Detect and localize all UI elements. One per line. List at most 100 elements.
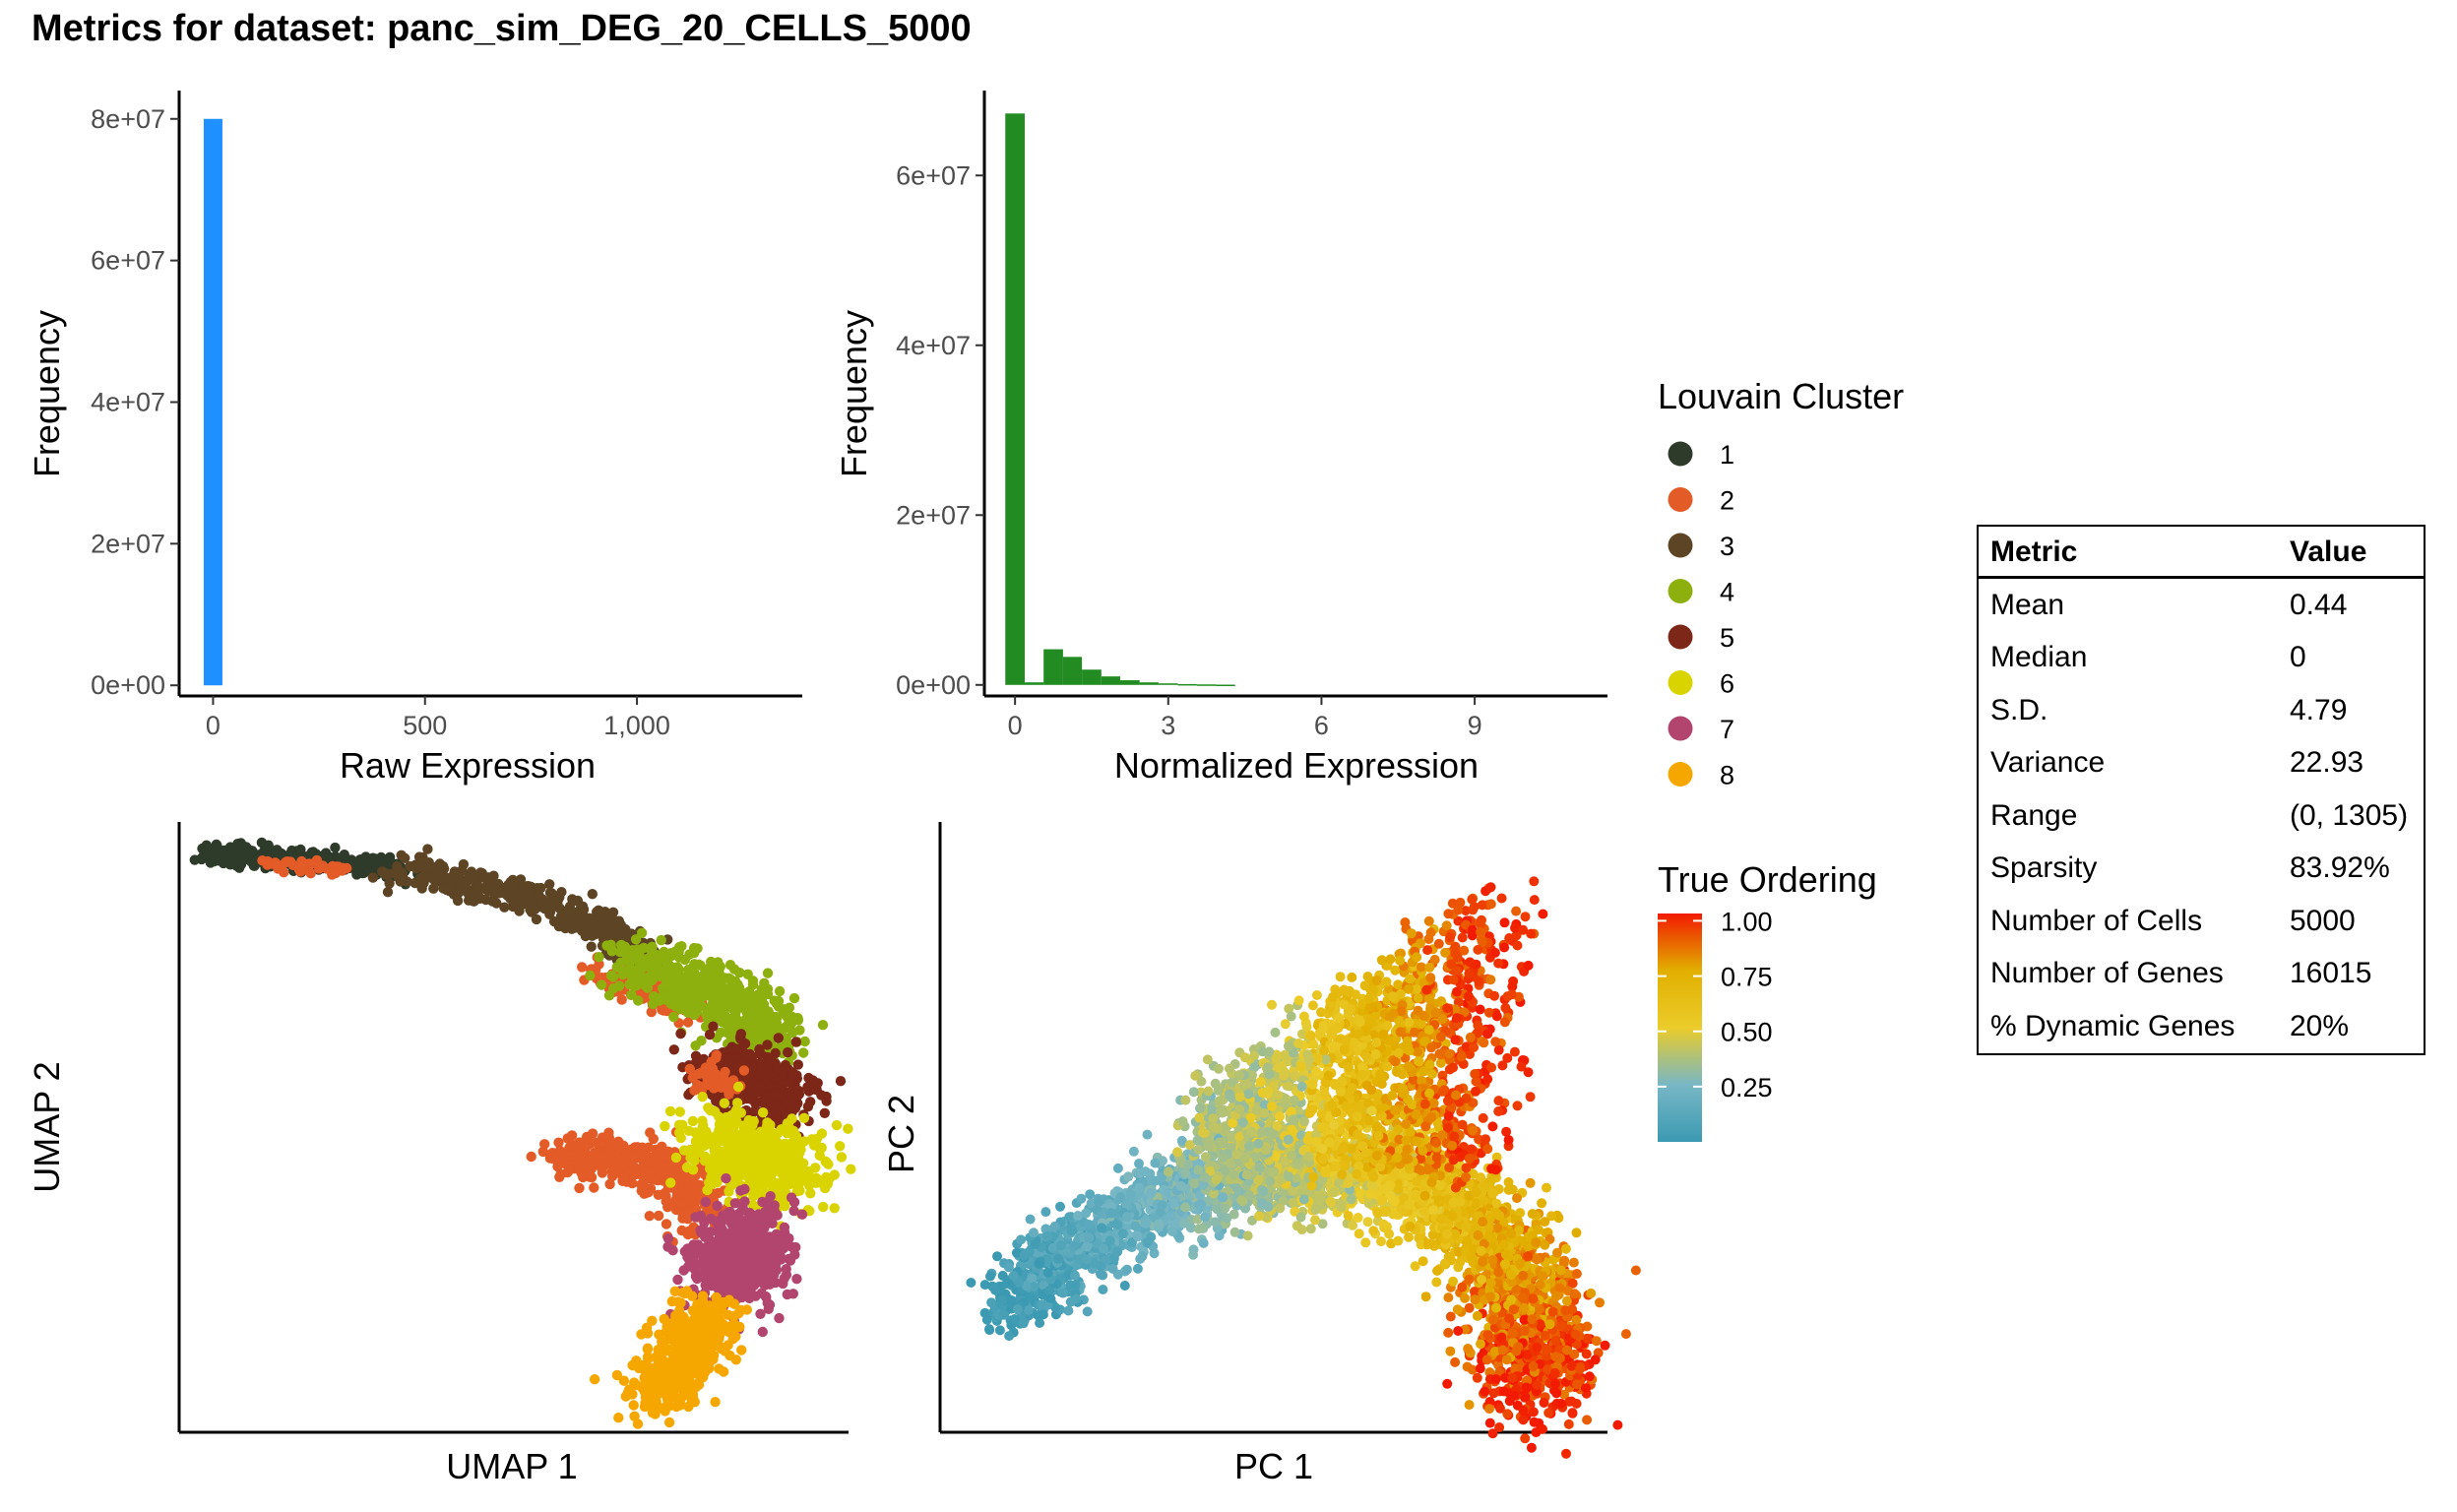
umap-point [287, 859, 298, 870]
umap-point [665, 948, 676, 959]
umap-point [668, 1044, 679, 1055]
raw-histogram-panel: Raw Expression Frequency 0e+002e+074e+07… [27, 91, 802, 786]
umap-point [594, 959, 604, 970]
umap-point [762, 1040, 773, 1050]
pca-point [1443, 1292, 1454, 1303]
umap-point [681, 1186, 692, 1197]
umap-point [740, 1122, 751, 1133]
umap-point [189, 854, 200, 865]
norm-bar-10 [1196, 684, 1217, 686]
umap-point [653, 1210, 664, 1222]
umap-point [724, 1023, 735, 1034]
umap-points [189, 837, 856, 1429]
umap-point [677, 1198, 688, 1209]
pca-panel: PC 1 PC 2 [881, 822, 1641, 1486]
umap-point [643, 954, 654, 966]
raw-xtick-label-2: 1,000 [603, 711, 670, 740]
umap-point [681, 1162, 693, 1173]
umap-point [749, 1154, 760, 1165]
umap-point [712, 1301, 724, 1312]
umap-point [416, 883, 427, 894]
umap-point [661, 1196, 671, 1207]
umap-point [682, 1228, 694, 1240]
umap-point [711, 1052, 722, 1063]
umap-point [292, 848, 303, 859]
umap-point [269, 846, 280, 856]
umap-point [598, 1150, 608, 1162]
umap-point [723, 1208, 733, 1219]
umap-point [593, 924, 604, 935]
umap-point [741, 1166, 753, 1178]
umap-point [831, 1119, 843, 1131]
umap-point [697, 1092, 708, 1102]
umap-point [705, 1227, 716, 1237]
umap-point [691, 1303, 702, 1315]
umap-point [726, 991, 737, 1002]
umap-point [612, 1159, 623, 1169]
raw-xtick-label-0: 0 [206, 711, 220, 740]
umap-point [666, 980, 677, 991]
raw-ytick-label-3: 6e+07 [91, 246, 165, 276]
umap-point [742, 969, 753, 979]
umap-point [580, 930, 592, 942]
umap-point [500, 889, 512, 900]
norm-bar-2 [1043, 649, 1063, 685]
umap-point [727, 1225, 738, 1236]
umap-point [539, 898, 550, 909]
umap-point [687, 1115, 699, 1127]
norm-ytick-label-1: 2e+07 [896, 500, 971, 530]
umap-point [647, 1407, 659, 1418]
norm-bar-1 [1024, 682, 1044, 685]
umap-point [722, 1058, 733, 1070]
norm-bar-7 [1139, 682, 1159, 685]
umap-point [720, 1066, 730, 1078]
umap-point [452, 895, 464, 907]
umap-point [690, 1127, 701, 1138]
umap-point [544, 879, 555, 890]
pca-point [1431, 1277, 1442, 1288]
umap-point [692, 1378, 703, 1389]
raw-bar-0 [203, 118, 222, 686]
umap-point [798, 1112, 810, 1124]
umap-point [676, 1330, 688, 1342]
umap-point [836, 1152, 848, 1163]
umap-point [722, 1127, 732, 1139]
umap-point [790, 1241, 801, 1253]
umap-point [256, 837, 268, 849]
umap-point [777, 1104, 788, 1116]
umap-point [787, 1174, 797, 1185]
norm-y-axis-title: Frequency [834, 310, 874, 477]
umap-point [788, 1289, 798, 1299]
umap-point [788, 992, 800, 1004]
pca-point [1568, 1257, 1579, 1268]
umap-point [733, 1307, 744, 1318]
umap-point [247, 846, 258, 856]
umap-point [589, 1182, 599, 1193]
umap-point [582, 1140, 593, 1151]
umap-point [734, 1032, 746, 1043]
umap-point [430, 862, 441, 873]
pca-point [1526, 1442, 1537, 1453]
umap-point [802, 1176, 813, 1188]
umap-point [651, 949, 662, 961]
umap-point [794, 1025, 805, 1036]
umap-point [672, 1274, 683, 1286]
raw-ytick-label-0: 0e+00 [91, 670, 165, 700]
umap-point [554, 1145, 565, 1157]
umap-point [713, 1187, 724, 1199]
umap-point [747, 1214, 759, 1226]
norm-bar-4 [1082, 669, 1102, 685]
umap-point [639, 1158, 651, 1168]
umap-point [743, 1289, 754, 1300]
umap-point [526, 1151, 536, 1163]
umap-point [687, 1072, 698, 1084]
umap-point [660, 1120, 670, 1132]
umap-point [668, 1011, 679, 1023]
umap-point [586, 941, 597, 952]
umap-point [723, 1309, 733, 1321]
umap-point [774, 985, 786, 997]
umap-point [736, 1345, 747, 1355]
umap-point [803, 1083, 814, 1094]
raw-ytick-label-2: 4e+07 [91, 387, 165, 416]
umap-point [706, 986, 718, 997]
